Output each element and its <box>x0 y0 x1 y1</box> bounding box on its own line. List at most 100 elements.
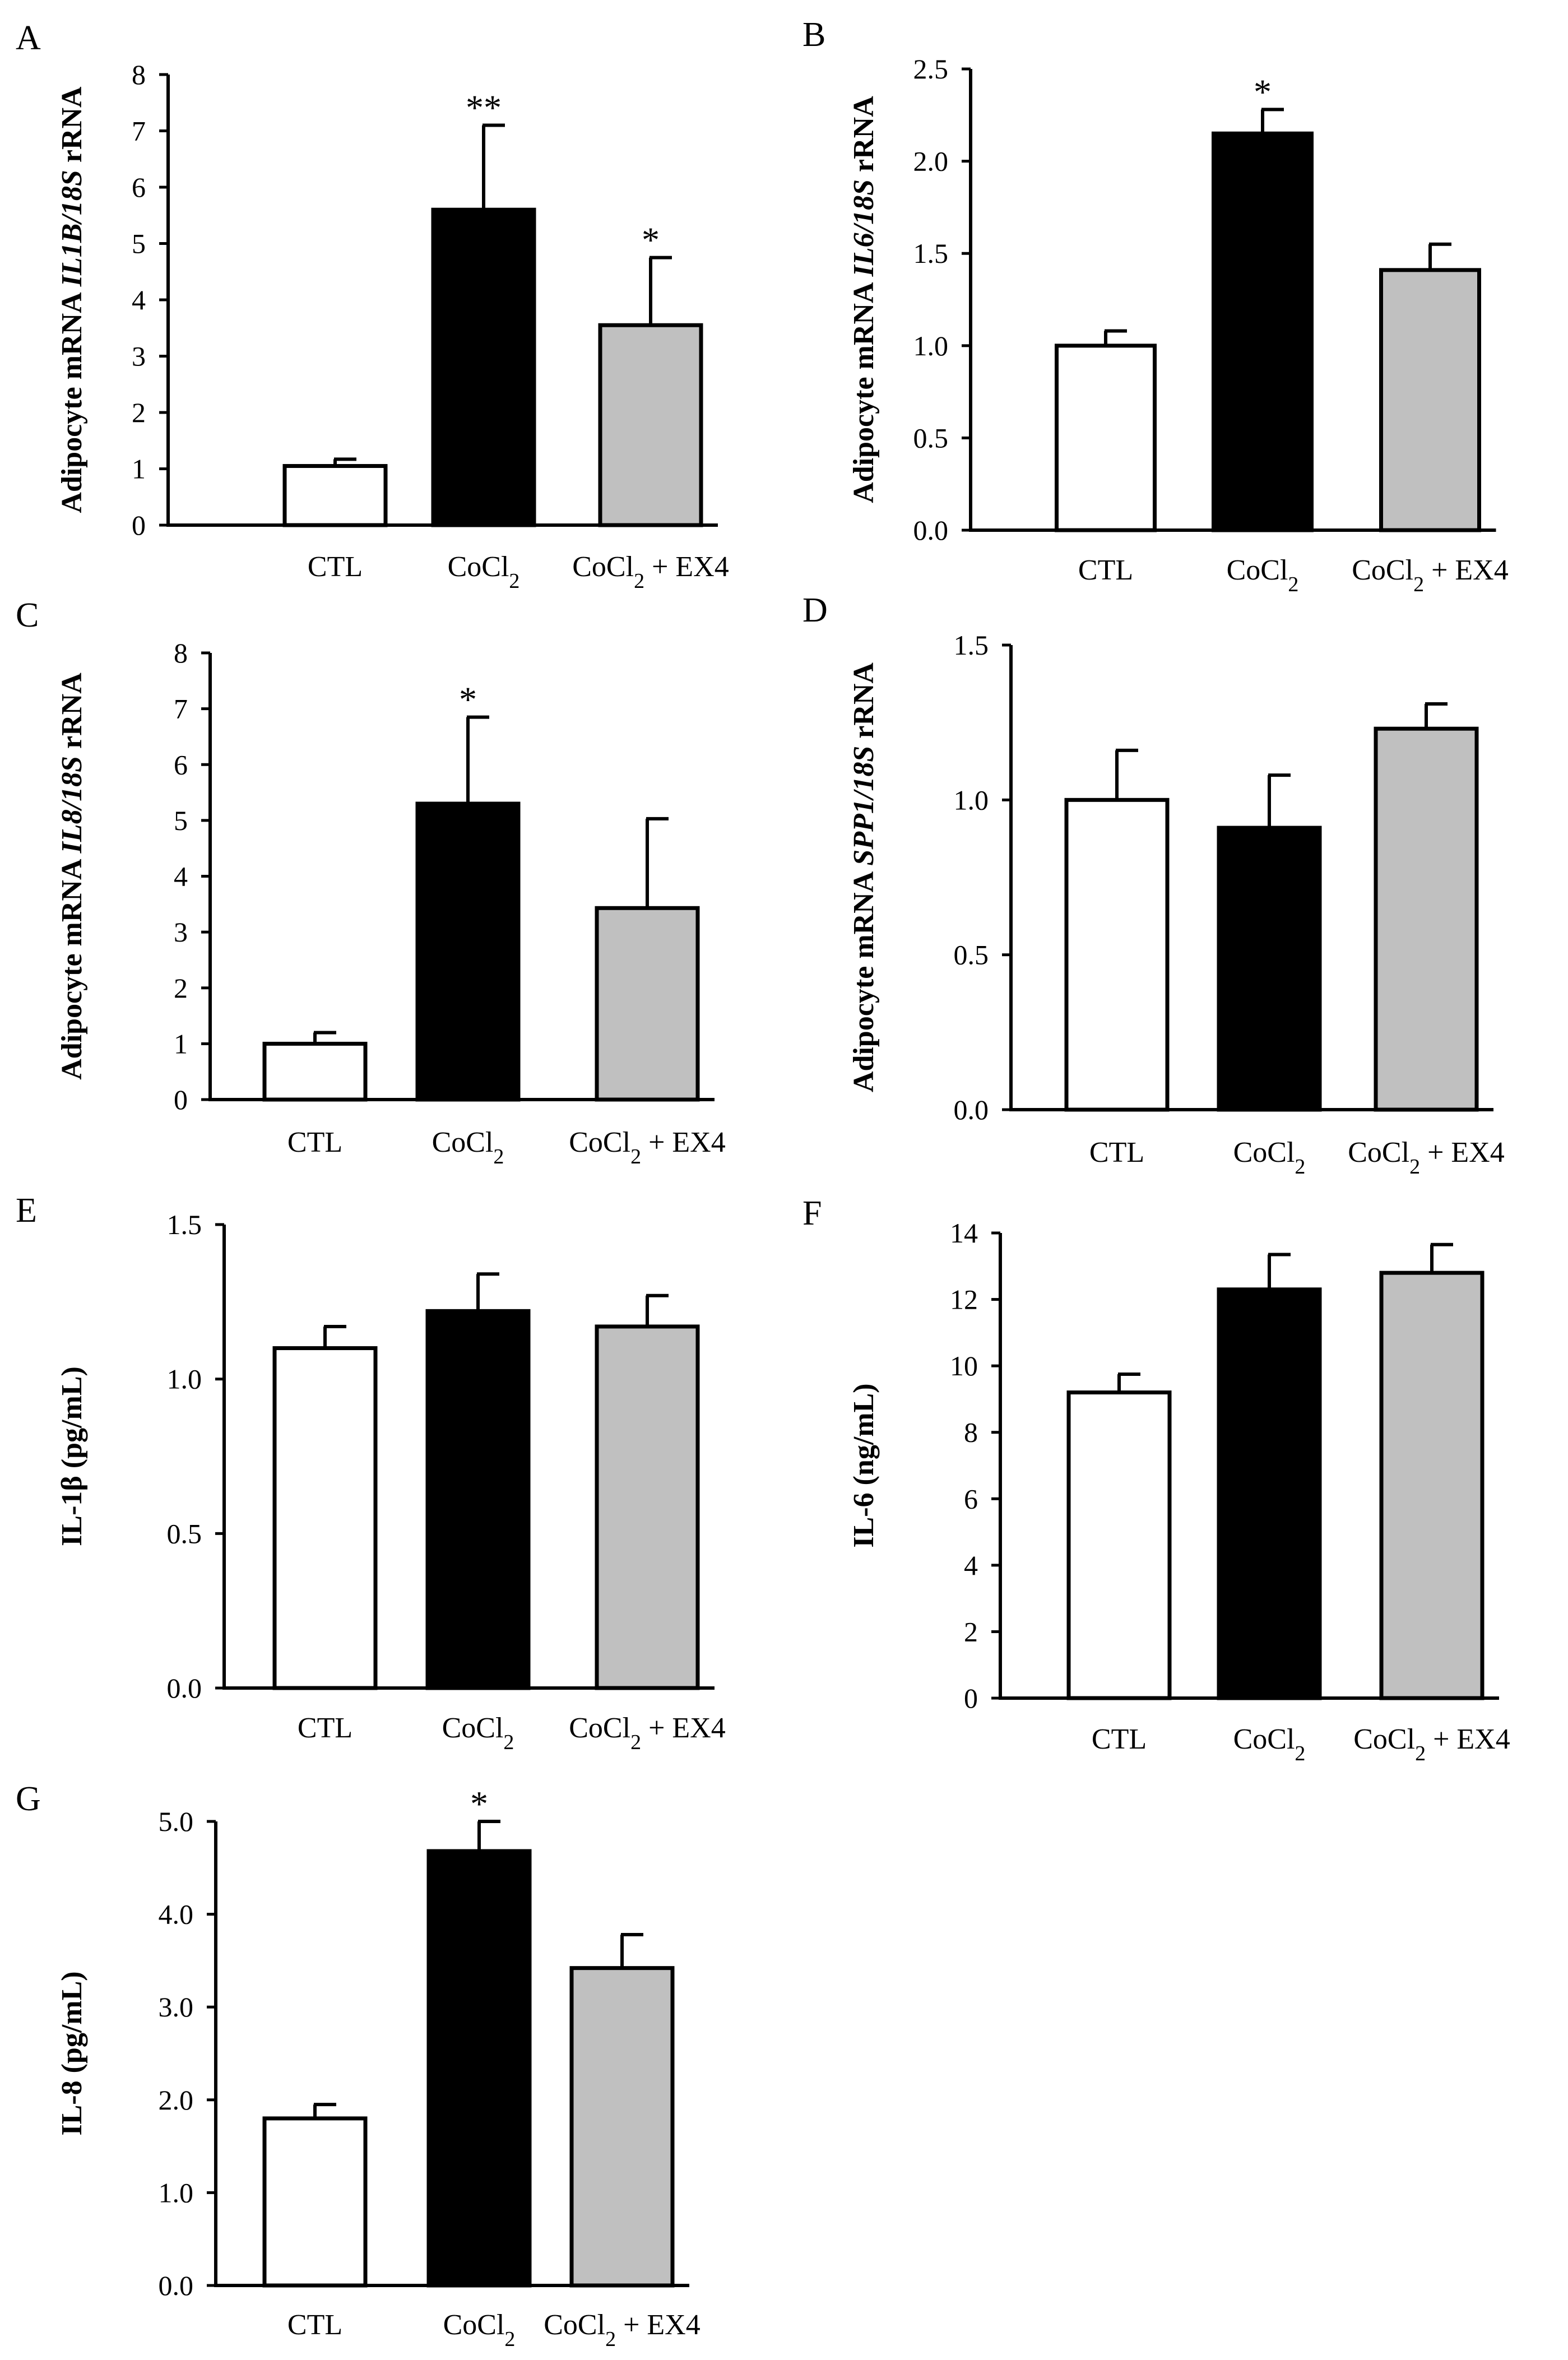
bar-d-CoCl2 <box>1217 826 1322 1112</box>
panel-b: B 0.0 0.5 1.0 1.5 2.0 2.5 Adipocyte mRNA IL6/18… <box>802 16 1509 596</box>
bar-e-CoCl2_EX4 <box>595 1324 700 1690</box>
category-label-e-CoCl2_EX4: CoCl2 + EX4 <box>569 1712 725 1754</box>
category-label-c-CoCl2_EX4: CoCl2 + EX4 <box>569 1126 725 1169</box>
category-label-c-CoCl2: CoCl2 <box>432 1126 504 1169</box>
panel-e: E 0.0 0.5 1.0 1.5 IL-1β (pg/mL) CTL CoCl2 CoCl2 … <box>16 1191 726 1754</box>
panel-d: D 0.0 0.5 1.0 1.5 Adipocyte mRNA SPP1/18S rRN… <box>802 591 1505 1179</box>
y-tick-label-d: 0.0 <box>954 1094 989 1125</box>
bar-d-CTL <box>1064 798 1170 1112</box>
category-label-e-CoCl2: CoCl2 <box>442 1712 514 1754</box>
bar-g-CTL <box>262 2116 368 2288</box>
y-tick-label-g: 3.0 <box>159 1991 194 2023</box>
bar-a-CoCl2 <box>431 207 536 527</box>
y-tick-label-f: 0 <box>964 1682 978 1714</box>
y-tick-label-g: 5.0 <box>159 1806 194 1837</box>
category-label-a-CTL: CTL <box>308 551 363 583</box>
y-tick-label-c: 0 <box>174 1084 188 1115</box>
bar-b-CTL <box>1055 344 1157 532</box>
y-tick-label-b: 2.5 <box>913 53 949 85</box>
y-tick-label-b: 0.0 <box>913 514 949 546</box>
panel-g: G 0.0 1.0 2.0 3.0 4.0 5.0 IL-8 (pg/mL) CTL * CoCl2… <box>16 1780 701 2351</box>
y-tick-label-e: 1.5 <box>167 1209 202 1240</box>
category-label-d-CoCl2_EX4: CoCl2 + EX4 <box>1348 1137 1504 1179</box>
y-tick-label-a: 4 <box>132 284 146 316</box>
y-tick-label-a: 2 <box>132 397 146 428</box>
bar-c-CoCl2_EX4 <box>595 906 700 1102</box>
y-tick-label-a: 3 <box>132 341 146 372</box>
y-tick-label-f: 8 <box>964 1417 978 1448</box>
y-axis-label-a: Adipocyte mRNA IL1B/18S rRNA <box>56 86 88 513</box>
bar-e-CTL <box>272 1346 378 1690</box>
panel-a: A 0 1 2 3 4 5 6 7 8 Adipocyte mRNA IL1B/18S rRNA CT… <box>16 19 729 593</box>
category-label-b-CTL: CTL <box>1078 554 1133 586</box>
panel-letter-a: A <box>16 19 41 57</box>
panel-letter-e: E <box>16 1191 37 1230</box>
y-tick-label-c: 2 <box>174 972 188 1004</box>
y-tick-label-c: 8 <box>174 637 188 669</box>
bar-f-CTL <box>1066 1390 1172 1700</box>
y-tick-label-f: 2 <box>964 1616 978 1647</box>
bar-d-CoCl2_EX4 <box>1374 726 1479 1112</box>
y-tick-label-g: 4.0 <box>159 1899 194 1930</box>
category-label-a-CoCl2: CoCl2 <box>448 551 520 593</box>
category-label-f-CoCl2_EX4: CoCl2 + EX4 <box>1353 1723 1510 1765</box>
bar-a-CoCl2_EX4 <box>598 323 703 527</box>
y-tick-label-e: 0.5 <box>167 1518 202 1549</box>
significance-a-CoCl2: ** <box>466 87 502 127</box>
category-label-d-CTL: CTL <box>1089 1137 1144 1169</box>
y-tick-label-c: 6 <box>174 749 188 780</box>
y-tick-label-f: 12 <box>950 1284 978 1315</box>
panel-letter-f: F <box>802 1194 822 1232</box>
category-label-g-CoCl2: CoCl2 <box>443 2309 516 2351</box>
category-label-b-CoCl2: CoCl2 <box>1227 554 1299 596</box>
bar-f-CoCl2 <box>1217 1287 1322 1700</box>
significance-a-CoCl2_EX4: * <box>642 220 660 260</box>
y-tick-label-b: 1.5 <box>913 238 949 269</box>
category-label-g-CTL: CTL <box>287 2309 342 2341</box>
y-tick-label-f: 6 <box>964 1483 978 1514</box>
bar-b-CoCl2_EX4 <box>1379 268 1481 532</box>
category-label-e-CTL: CTL <box>298 1712 352 1744</box>
category-label-c-CTL: CTL <box>287 1126 342 1158</box>
bar-g-CoCl2 <box>426 1849 532 2288</box>
y-tick-label-d: 1.0 <box>954 784 989 815</box>
significance-b-CoCl2: * <box>1254 72 1272 112</box>
y-tick-label-f: 4 <box>964 1550 978 1581</box>
category-label-b-CoCl2_EX4: CoCl2 + EX4 <box>1352 554 1508 596</box>
category-label-d-CoCl2: CoCl2 <box>1233 1137 1306 1179</box>
y-tick-label-b: 1.0 <box>913 330 949 361</box>
y-tick-label-a: 6 <box>132 171 146 203</box>
y-tick-label-c: 7 <box>174 693 188 725</box>
bar-a-CTL <box>282 463 388 527</box>
bar-f-CoCl2_EX4 <box>1379 1271 1485 1700</box>
y-tick-label-d: 0.5 <box>954 939 989 971</box>
bar-c-CoCl2 <box>415 801 521 1102</box>
category-label-f-CTL: CTL <box>1092 1723 1147 1755</box>
panel-letter-c: C <box>16 596 39 634</box>
category-label-a-CoCl2_EX4: CoCl2 + EX4 <box>572 551 729 593</box>
y-tick-label-g: 1.0 <box>159 2177 194 2208</box>
y-tick-label-g: 0.0 <box>159 2270 194 2301</box>
category-label-f-CoCl2: CoCl2 <box>1233 1723 1306 1765</box>
y-tick-label-e: 1.0 <box>167 1364 202 1395</box>
panel-c: C 0 1 2 3 4 5 6 7 8 Adipocyte mRNA IL8/18S rRNA CTL… <box>16 596 726 1169</box>
bar-g-CoCl2_EX4 <box>569 1966 675 2288</box>
y-tick-label-c: 5 <box>174 805 188 836</box>
y-axis-label-c: Adipocyte mRNA IL8/18S rRNA <box>56 673 88 1080</box>
y-tick-label-c: 1 <box>174 1028 188 1059</box>
y-tick-label-a: 0 <box>132 509 146 541</box>
y-axis-label-e: IL-1β (pg/mL) <box>56 1366 88 1546</box>
y-tick-label-c: 4 <box>174 861 188 892</box>
y-tick-label-g: 2.0 <box>159 2084 194 2116</box>
panel-letter-d: D <box>802 591 828 629</box>
y-axis-label-d: Adipocyte mRNA SPP1/18S rRNA <box>848 662 880 1092</box>
bar-c-CTL <box>262 1041 368 1102</box>
panel-f: F 0 2 4 6 8 10 12 14 IL-6 (ng/mL) CTL CoCl2 CoCl2 + … <box>802 1194 1510 1765</box>
significance-c-CoCl2: * <box>459 680 477 720</box>
category-label-g-CoCl2_EX4: CoCl2 + EX4 <box>544 2309 700 2351</box>
panel-letter-g: G <box>16 1780 41 1818</box>
y-tick-label-a: 1 <box>132 453 146 485</box>
y-tick-label-a: 7 <box>132 115 146 147</box>
y-tick-label-a: 8 <box>132 59 146 90</box>
y-tick-label-c: 3 <box>174 916 188 948</box>
